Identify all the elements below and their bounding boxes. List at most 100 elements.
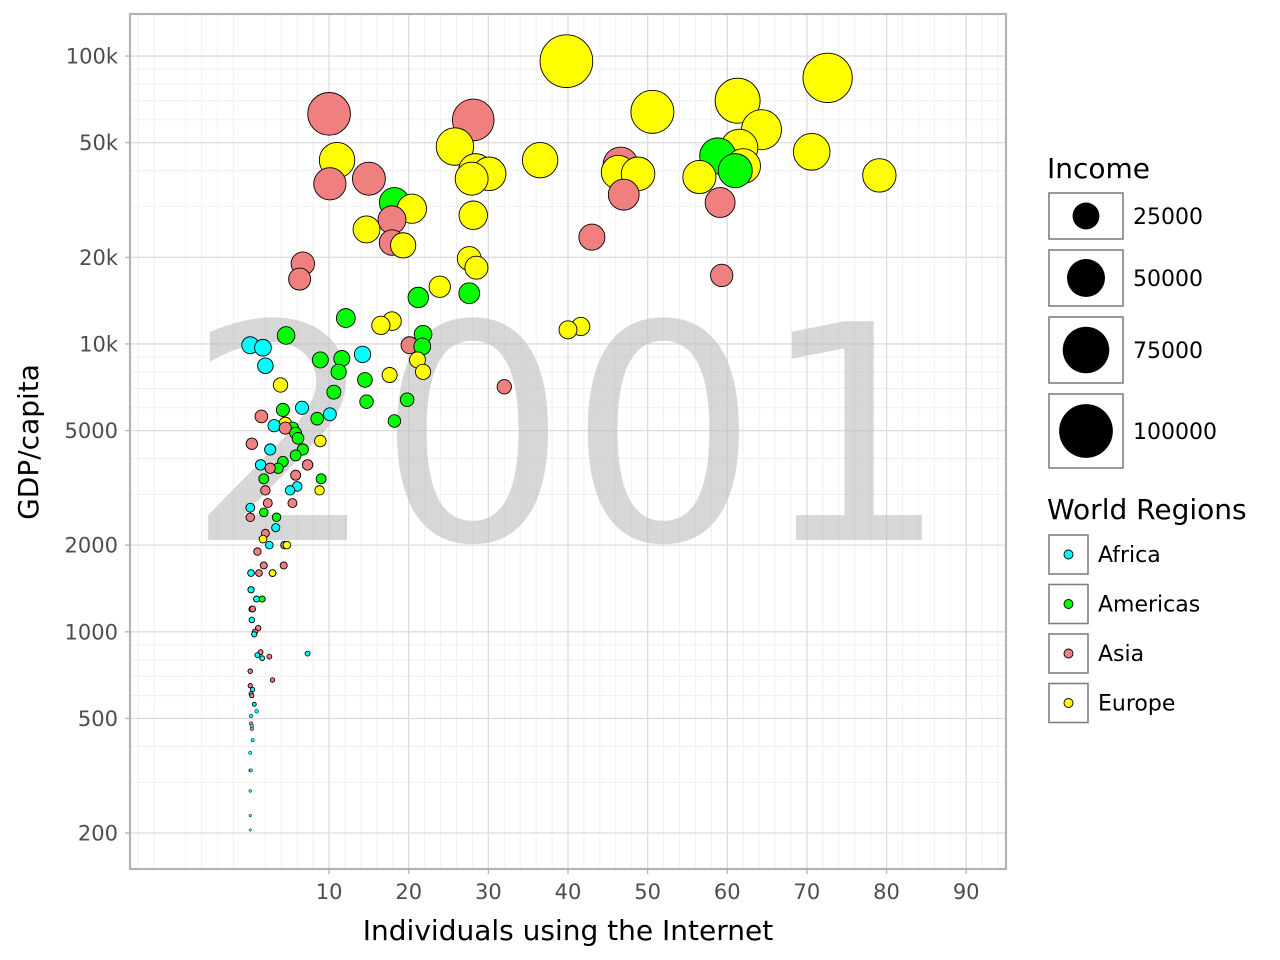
data-point-africa xyxy=(265,540,274,550)
data-point-americas xyxy=(407,286,429,309)
plot-panel: 2001 xyxy=(128,12,1008,871)
data-point-asia xyxy=(249,726,254,731)
data-point-asia xyxy=(307,92,351,136)
y-tick-label: 20k xyxy=(79,246,119,270)
data-point-europe xyxy=(630,89,675,134)
data-point-asia xyxy=(264,462,276,474)
y-tick-label: 200 xyxy=(78,822,118,846)
data-point-asia xyxy=(287,498,298,509)
data-point-europe xyxy=(862,158,897,193)
data-point-africa xyxy=(254,338,272,357)
size-legend-circle xyxy=(1072,202,1100,230)
x-tick-label: 50 xyxy=(634,880,661,904)
data-point-africa xyxy=(267,419,281,433)
x-tick-label: 10 xyxy=(316,880,343,904)
data-point-europe xyxy=(381,367,398,383)
data-point-africa xyxy=(248,828,252,832)
data-point-asia xyxy=(245,437,258,450)
x-axis-ticks: 10 20 30 40 50 60 70 80 90 xyxy=(316,869,980,904)
data-point-americas xyxy=(399,392,415,407)
color-legend-label: Africa xyxy=(1098,543,1161,568)
data-point-africa xyxy=(323,407,337,422)
data-point-africa xyxy=(248,814,252,818)
data-point-africa xyxy=(245,502,256,513)
color-legend-title: World Regions xyxy=(1047,493,1247,526)
data-point-asia xyxy=(351,161,386,196)
color-legend-label: Europe xyxy=(1098,692,1175,717)
data-point-europe xyxy=(268,569,277,577)
data-point-asia xyxy=(269,677,276,683)
data-point-americas xyxy=(291,432,305,445)
x-tick-label: 70 xyxy=(794,880,821,904)
x-tick-label: 40 xyxy=(555,880,582,904)
data-point-asia xyxy=(254,409,269,424)
data-point-americas xyxy=(359,394,374,409)
x-axis-title: Individuals using the Internet xyxy=(363,914,773,947)
data-point-europe xyxy=(371,315,391,335)
data-point-asia xyxy=(247,668,253,674)
x-tick-label: 90 xyxy=(953,880,980,904)
data-point-europe xyxy=(521,141,559,179)
data-point-americas xyxy=(276,326,296,345)
data-point-europe xyxy=(435,127,475,166)
data-point-asia xyxy=(249,605,257,613)
data-point-africa xyxy=(250,738,255,743)
data-point-africa xyxy=(254,459,267,471)
color-legend-swatch xyxy=(1063,549,1074,560)
size-legend-circle xyxy=(1059,404,1113,458)
data-point-africa xyxy=(264,443,277,456)
data-point-europe xyxy=(714,77,761,124)
x-tick-label: 80 xyxy=(873,880,900,904)
data-point-europe xyxy=(352,215,381,244)
data-point-africa xyxy=(304,650,311,657)
data-point-asia xyxy=(496,379,512,395)
color-legend-label: Asia xyxy=(1098,642,1144,667)
color-legend-swatch xyxy=(1063,599,1074,609)
size-legend-label: 25000 xyxy=(1133,205,1203,230)
data-point-americas xyxy=(271,512,282,522)
y-tick-label: 500 xyxy=(78,707,118,731)
data-point-africa xyxy=(248,616,256,624)
data-point-asia xyxy=(249,693,255,699)
data-point-americas xyxy=(258,595,266,603)
data-point-americas xyxy=(258,473,270,485)
data-point-europe xyxy=(272,377,289,393)
color-legend: World Regions Africa Americas Asia Europe xyxy=(1047,493,1247,724)
data-point-americas xyxy=(310,411,324,426)
data-point-africa xyxy=(251,701,257,707)
data-point-americas xyxy=(458,282,481,305)
data-point-asia xyxy=(578,223,606,251)
data-point-asia xyxy=(260,485,271,496)
year-watermark: 2001 xyxy=(186,262,949,611)
data-point-africa xyxy=(259,655,266,662)
x-tick-label: 20 xyxy=(395,880,422,904)
data-point-africa xyxy=(251,631,258,638)
data-point-africa xyxy=(248,789,252,793)
color-legend-label: Americas xyxy=(1098,593,1200,618)
data-point-americas xyxy=(717,153,753,189)
data-point-americas xyxy=(335,308,356,328)
data-point-europe xyxy=(314,434,327,448)
data-point-africa xyxy=(249,768,253,773)
data-points xyxy=(241,34,897,832)
data-point-africa xyxy=(257,357,274,374)
size-legend-label: 75000 xyxy=(1133,339,1203,364)
data-point-africa xyxy=(247,569,255,577)
data-point-asia xyxy=(278,421,292,435)
data-point-africa xyxy=(271,523,281,533)
data-point-africa xyxy=(254,708,259,714)
data-point-europe xyxy=(682,160,717,195)
color-legend-swatch xyxy=(1063,648,1074,659)
y-axis-title: GDP/capita xyxy=(12,364,45,520)
y-axis-ticks: 200 500 1000 2000 5000 10k 20k 50k 100k xyxy=(65,45,130,846)
minor-gridlines xyxy=(130,14,1006,869)
data-point-europe xyxy=(390,232,417,259)
data-point-asia xyxy=(313,167,347,201)
y-tick-label: 10k xyxy=(79,332,119,356)
data-point-europe xyxy=(428,275,451,298)
data-point-europe xyxy=(458,200,488,230)
size-legend-circle xyxy=(1066,258,1106,298)
data-point-asia xyxy=(704,187,736,218)
data-point-asia xyxy=(262,498,273,509)
